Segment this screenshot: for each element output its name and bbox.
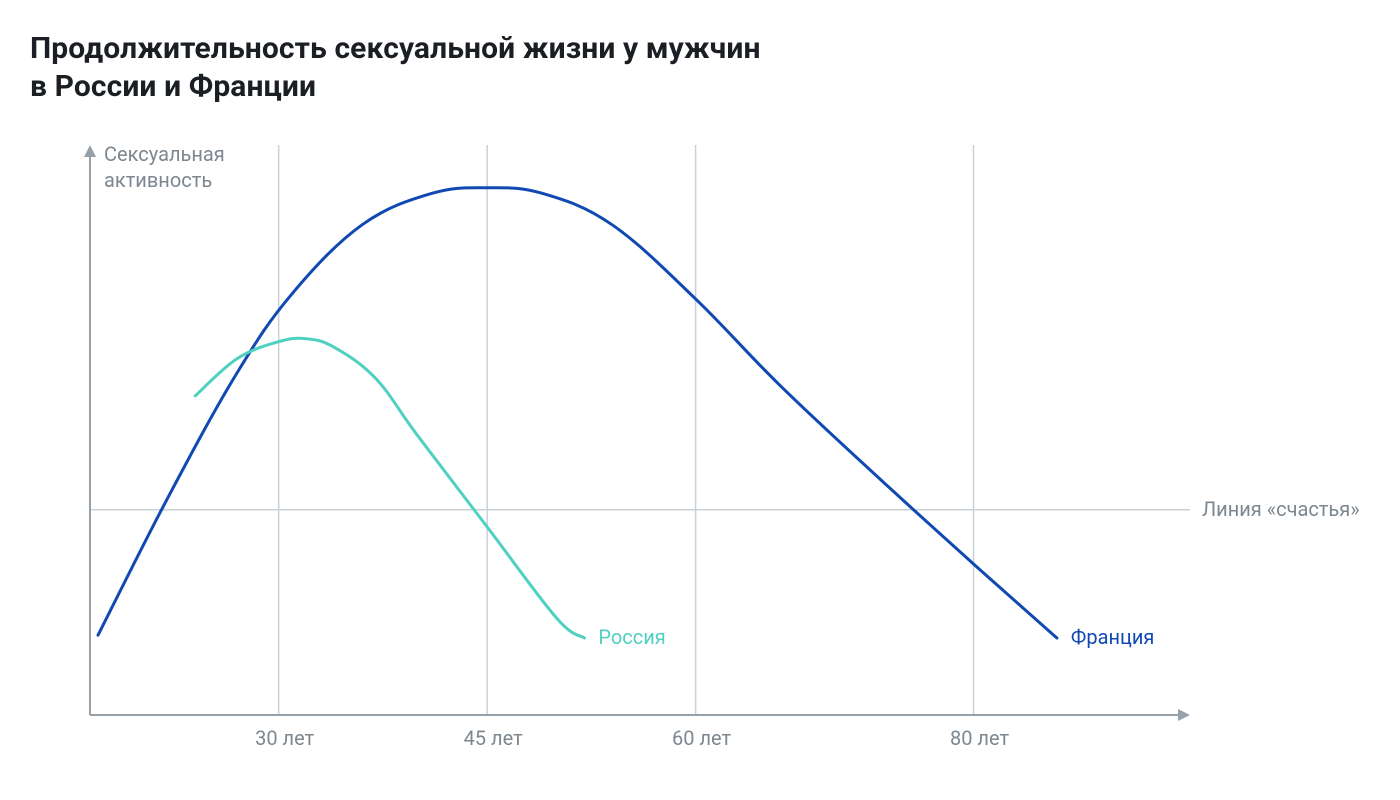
- happiness-line-label: Линия «счастья»: [1202, 497, 1360, 521]
- chart-title-line1: Продолжительность сексуальной жизни у му…: [30, 31, 761, 66]
- chart-svg: Линия «счастья» Сексуальнаяактивность 30 л…: [30, 135, 1370, 775]
- y-axis-label-line2: активность: [104, 168, 212, 192]
- y-axis-label-line1: Сексуальная: [104, 142, 225, 166]
- x-tick-label: 45 лет: [464, 726, 524, 750]
- series-line-france: [98, 188, 1057, 638]
- x-tick-label: 30 лет: [255, 726, 315, 750]
- chart-title-line2: в России и Франции: [30, 69, 316, 104]
- series-label-france: Франция: [1071, 625, 1154, 649]
- x-axis-arrow-icon: [1178, 709, 1190, 721]
- y-axis-arrow-icon: [84, 145, 96, 157]
- series-line-russia: [195, 338, 584, 638]
- chart-title: Продолжительность сексуальной жизни у му…: [30, 30, 1370, 105]
- series-label-russia: Россия: [598, 625, 665, 649]
- chart-plot: Линия «счастья» Сексуальнаяактивность 30 л…: [30, 135, 1370, 775]
- x-tick-label: 80 лет: [950, 726, 1010, 750]
- x-tick-label: 60 лет: [672, 726, 732, 750]
